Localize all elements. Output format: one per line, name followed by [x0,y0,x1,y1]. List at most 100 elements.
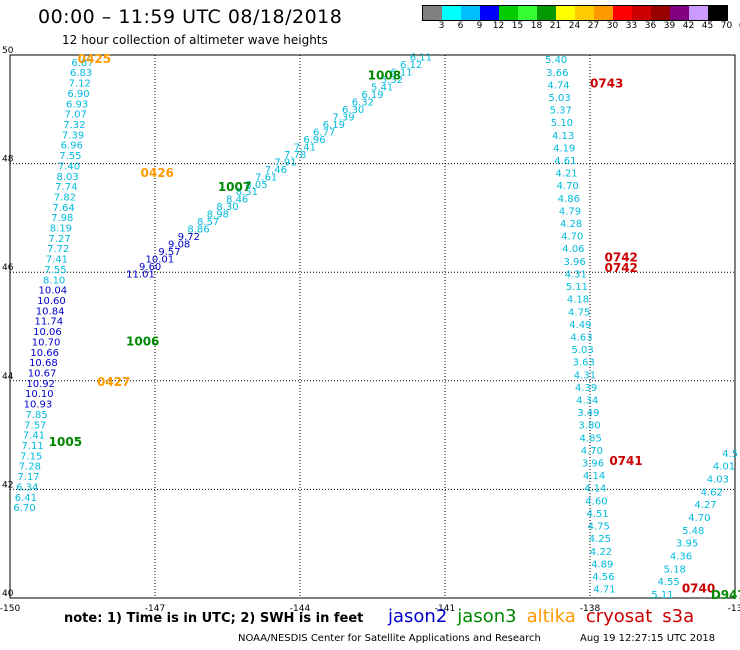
wave-height-value: 8.46 [226,195,248,206]
colorbar-label: 36 [644,21,657,31]
wave-height-value: 3.95 [676,539,698,550]
wave-height-value: 7.72 [47,244,69,255]
wave-height-value: 3.66 [546,68,568,79]
wave-height-value: 4.56 [592,572,614,583]
wave-height-value: 4.74 [547,80,569,91]
wave-height-value: 5.41 [371,82,393,93]
wave-height-value: 4.55 [658,577,680,588]
map-frame [9,54,736,599]
wave-height-value: 4.62 [701,487,723,498]
wave-height-value: 4.27 [694,500,716,511]
pass-time-label: 1006 [126,335,159,349]
wave-height-value: 4.70 [581,446,603,457]
wave-height-value: 10.66 [30,348,59,359]
wave-height-value: 10.84 [36,306,65,317]
wave-height-value: 4.70 [557,181,579,192]
pass-time-label: 1007 [218,180,251,194]
wave-height-value: 11.01 [126,270,155,281]
wave-height-value: 7.28 [19,462,41,473]
colorbar-swatch [423,6,442,20]
wave-height-value: 7.39 [332,112,354,123]
pass-time-label: 0427 [97,375,130,389]
pass-time-label: 0742 [605,261,638,275]
wave-height-value: 10.04 [39,286,68,297]
wave-height-value: 7.41 [294,142,316,153]
pass-time-label: 0741 [609,454,642,468]
pass-time-label: 0426 [141,166,174,180]
pass-time-label: 1005 [49,435,82,449]
map-border [9,54,736,599]
wave-height-value: 7.40 [58,161,80,172]
wave-height-value: 7.11 [21,441,43,452]
colorbar-swatch [461,6,480,20]
wave-height-value: 8.10 [43,275,65,286]
colorbar-label: 18 [530,21,543,31]
colorbar-label: 45 [701,21,714,31]
wave-height-value: 4.14 [583,471,605,482]
colorbar-swatch [518,6,537,20]
wave-height-value: 4.28 [560,219,582,230]
wave-height-value: 10.10 [25,389,54,400]
x-tick-label: -138 [580,604,601,614]
wave-height-value: 6.87 [71,58,93,69]
wave-height-value: 5.03 [548,93,570,104]
wave-height-value: 4.03 [707,474,729,485]
wave-height-value: 8.51 [236,187,258,198]
wave-height-value: 8.86 [187,225,209,236]
wave-height-value: 5.40 [545,55,567,66]
wave-height-value: 4.61 [554,156,576,167]
wave-height-value: 6.19 [323,120,345,131]
wave-height-value: 4.89 [591,559,613,570]
y-tick-label: 40 [2,589,14,599]
wave-height-value: 4.31 [574,370,596,381]
wave-height-value: 4.5 [722,449,738,460]
colorbar-label: 15 [511,21,524,31]
wave-height-value: 6.90 [67,89,89,100]
page-subtitle: 12 hour collection of altimeter wave hei… [62,33,328,47]
wave-height-value: 4.85 [580,433,602,444]
wave-height-value: 6.11 [390,67,412,78]
wave-height-value: 5.11 [566,282,588,293]
wave-height-value: 6.34 [16,482,38,493]
wave-height-value: 7.17 [17,472,39,483]
colorbar-swatch [442,6,461,20]
pass-time-labels: 0425 0426 0427 1008 1007 1006 1005 0743 07420742… [49,52,740,602]
wave-height-value: 4.25 [589,534,611,545]
x-tick-label: -144 [290,604,311,614]
wave-height-value: 7.39 [62,130,84,141]
colorbar-label: 3 [438,21,445,31]
wave-height-value: 8.05 [245,180,267,191]
wave-height-value: 4.31 [565,269,587,280]
wave-height-value: 7.98 [51,213,73,224]
wave-height-value: 4.51 [586,509,608,520]
pass-time-label: D947 [711,588,740,602]
wave-height-value: 4.01 [713,462,735,473]
wave-height-value: 10.92 [26,379,55,390]
y-tick-label: 44 [2,372,14,382]
colorbar-label: 30 [606,21,619,31]
wave-height-value: 4.06 [562,244,584,255]
x-tick-label: -13 [728,604,740,614]
colorbar-swatch [556,6,575,20]
wave-height-value: 7.46 [265,165,287,176]
wave-height-value: 4.18 [567,295,589,306]
colorbar-label: 39 [663,21,676,31]
wave-height-value: 11.74 [34,317,63,328]
wave-height-value: 7.61 [255,172,277,183]
wave-height-value: 5.18 [664,564,686,575]
wave-height-value: 4.39 [575,383,597,394]
colorbar-label: (ft) [736,21,740,31]
wave-height-value: 10.70 [32,337,61,348]
wave-height-value: 3.96 [563,257,585,268]
wave-height-value: 5.37 [550,106,572,117]
wave-height-value: 3.80 [578,421,600,432]
wave-height-value: 7.32 [63,120,85,131]
wave-height-value: 8.98 [207,210,229,221]
wave-height-value: 5.10 [551,118,573,129]
legend-item-cryosat: cryosat [585,606,653,627]
wave-height-value: 6.12 [400,60,422,71]
wave-height-value: 4.13 [552,131,574,142]
wave-height-value: 4.75 [588,522,610,533]
wave-height-value: 7.57 [24,420,46,431]
